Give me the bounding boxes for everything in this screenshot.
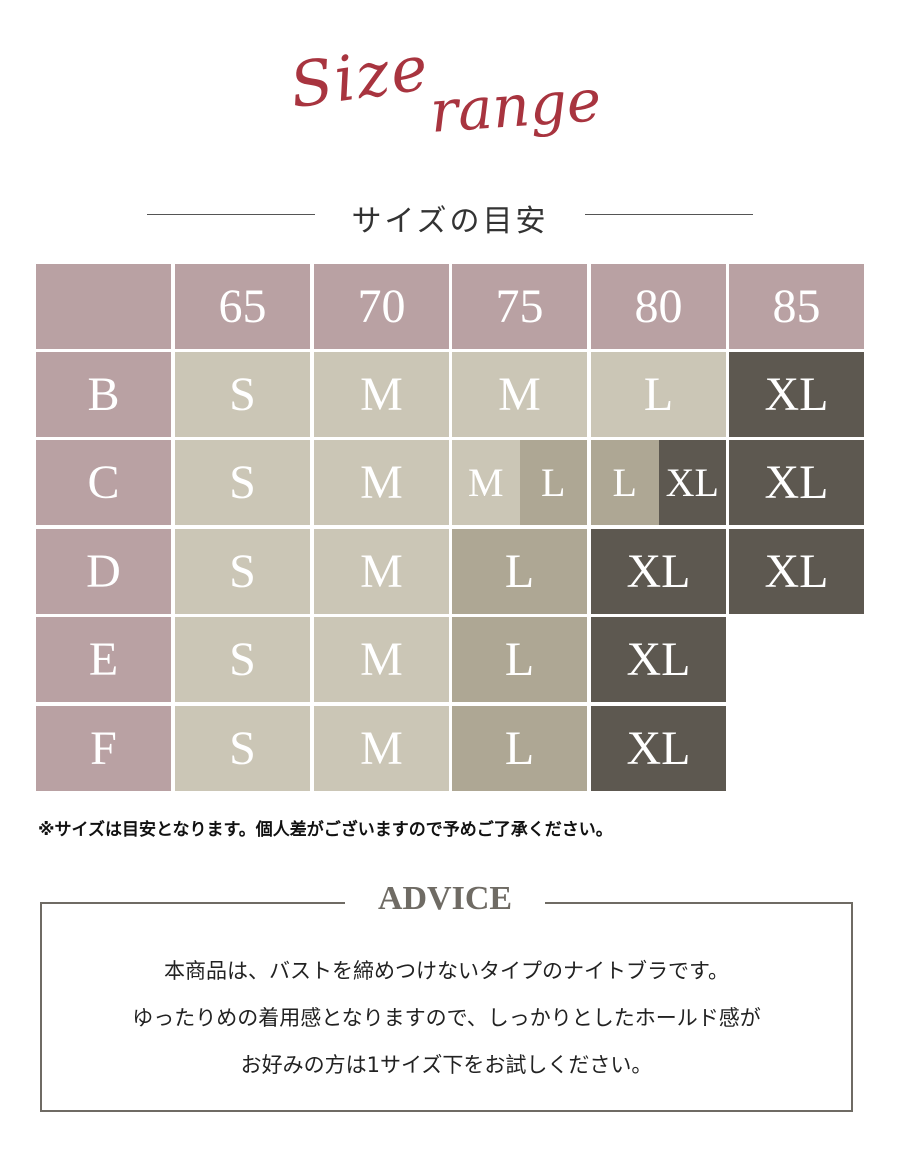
size-cell: L [452, 617, 587, 702]
size-cell: M [452, 352, 587, 437]
size-cell: S [175, 440, 310, 525]
size-cell: M [314, 352, 449, 437]
size-note: ※サイズは目安となります。個人差がございますので予めご了承ください。 [38, 820, 613, 840]
size-cell: L [452, 706, 587, 791]
size-cell: M [314, 529, 449, 614]
advice-line: お好みの方は1サイズ下をお試しください。 [240, 1053, 653, 1077]
logo-word-range: range [427, 66, 604, 146]
cup-label: B [36, 352, 171, 437]
header-corner [36, 264, 171, 349]
band-header: 80 [591, 264, 726, 349]
band-header: 70 [314, 264, 449, 349]
cup-label: E [36, 617, 171, 702]
size-cell-split: L [591, 440, 659, 525]
band-header: 85 [729, 264, 864, 349]
size-cell: S [175, 706, 310, 791]
divider-left [147, 214, 315, 215]
size-cell: S [175, 617, 310, 702]
size-cell-split: L [519, 440, 587, 525]
advice-line: ゆったりめの着用感となりますので、しっかりとしたホールド感が [132, 1006, 761, 1030]
size-cell: XL [591, 706, 726, 791]
divider-right [585, 214, 753, 215]
page-subtitle: サイズの目安 [351, 204, 549, 239]
advice-title: ADVICE [345, 880, 545, 918]
size-cell: M [314, 617, 449, 702]
logo-word-size: Size [285, 30, 435, 123]
size-cell: XL [729, 352, 864, 437]
size-cell: L [591, 352, 726, 437]
band-header: 75 [452, 264, 587, 349]
size-cell: XL [729, 529, 864, 614]
band-header: 65 [175, 264, 310, 349]
size-cell: M [314, 706, 449, 791]
size-cell-split: M [452, 440, 520, 525]
size-cell: L [452, 529, 587, 614]
size-cell: S [175, 352, 310, 437]
cup-label: D [36, 529, 171, 614]
size-cell: M [314, 440, 449, 525]
cup-label: F [36, 706, 171, 791]
advice-line: 本商品は、バストを締めつけないタイプのナイトブラです。 [164, 959, 729, 983]
size-cell: XL [591, 529, 726, 614]
size-cell: XL [729, 440, 864, 525]
size-cell: XL [591, 617, 726, 702]
cup-label: C [36, 440, 171, 525]
size-range-logo: Size range [280, 30, 620, 180]
size-cell: S [175, 529, 310, 614]
size-cell-split: XL [658, 440, 726, 525]
